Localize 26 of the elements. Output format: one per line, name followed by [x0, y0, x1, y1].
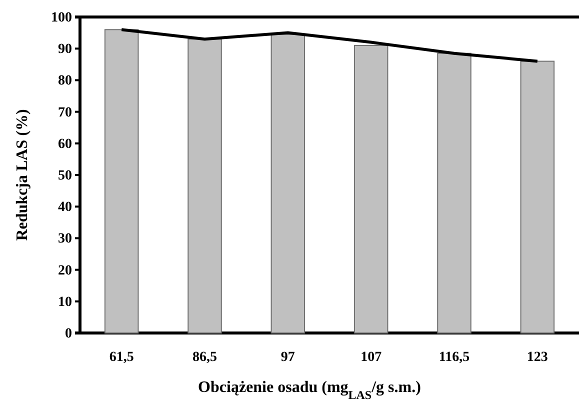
bar [188, 38, 222, 334]
bar [437, 52, 472, 334]
y-axis-title: Redukcja LAS (%) [14, 109, 31, 241]
line-series [120, 28, 539, 63]
x-tick-label: 107 [360, 350, 382, 365]
x-axis-title: Obciążenie osadu (mg$_{LAS}$/g s.m.) [198, 379, 421, 401]
y-tick-label: 70 [58, 105, 72, 120]
x-tick-label: 86,5 [192, 350, 217, 365]
y-tick-label: 40 [58, 200, 72, 216]
y-tick-label: 80 [58, 74, 72, 89]
y-tick-label: 90 [58, 42, 72, 58]
y-tick-label: 10 [58, 294, 72, 310]
x-tick-label: 116,5 [438, 350, 470, 365]
bar [520, 60, 555, 334]
x-tick-label: 97 [280, 350, 295, 365]
x-tick-label: 61,5 [109, 350, 134, 365]
y-tick-label: 20 [58, 263, 72, 278]
y-tick-label: 0 [65, 326, 72, 342]
y-tick-label: 60 [58, 136, 72, 152]
bar [104, 29, 139, 334]
x-tick-label: 123 [526, 350, 548, 365]
y-tick-label: 30 [58, 232, 72, 247]
bar [354, 44, 388, 334]
y-tick-label: 50 [58, 168, 72, 184]
y-tick-label: 100 [51, 10, 72, 26]
bar [270, 34, 306, 334]
